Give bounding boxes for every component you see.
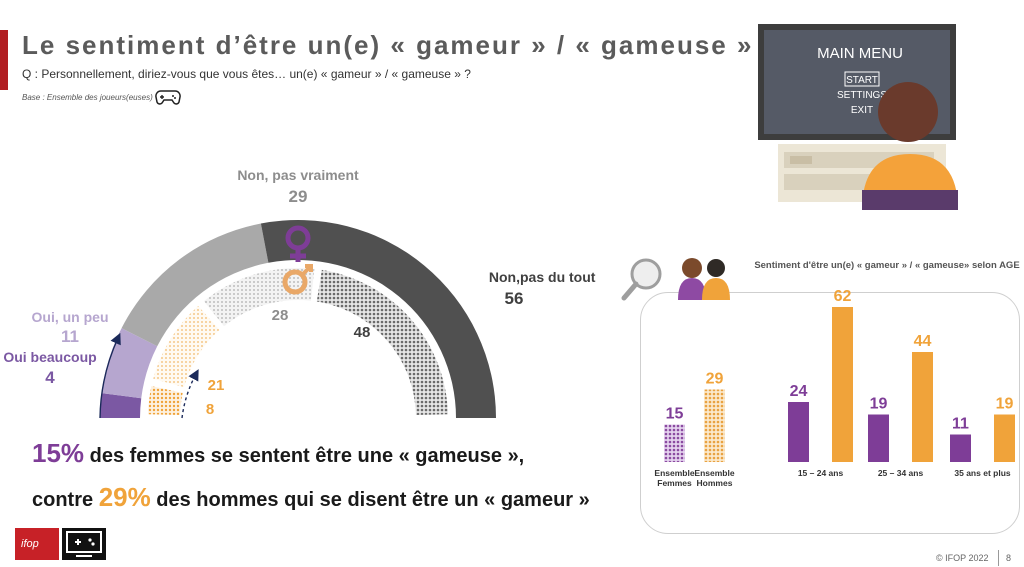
bar-4-0 [950, 434, 971, 462]
copyright: © IFOP 2022 [936, 553, 989, 563]
page-number: 8 [1006, 553, 1012, 563]
male-segment-1 [153, 306, 220, 388]
age-chart-panel [640, 292, 1020, 534]
summary-male-text: des hommes qui se disent être un « gameu… [150, 489, 590, 511]
console-logo-icon [62, 528, 106, 560]
label-cat-2: Non, pas vraiment [237, 167, 359, 183]
ifop-logo-text: ifop [21, 538, 39, 550]
bar-value-1-0: 29 [706, 371, 724, 388]
title-accent-bar [0, 30, 8, 90]
ifop-logo: ifop [15, 528, 59, 560]
bar-label-2-0: 15 – 24 ans [798, 468, 844, 478]
outer-ring-female [100, 220, 496, 418]
bar-1-0 [704, 389, 725, 462]
outer-arrow [99, 332, 121, 419]
inner-arrow [181, 369, 199, 419]
bar-label-0-1: Femmes [657, 478, 692, 488]
bar-0-0 [664, 424, 685, 462]
footer-separator [998, 550, 999, 566]
base-text: Base : Ensemble des joueurs(euses) [22, 93, 153, 102]
bar-label-3-0: 25 – 34 ans [878, 468, 924, 478]
label-cat-0: Oui beaucoup [3, 349, 96, 365]
bar-value-0-0: 15 [666, 406, 684, 423]
bar-value-3-0: 19 [870, 396, 888, 413]
value-female-0: 4 [45, 368, 55, 387]
value-female-3: 56 [505, 289, 524, 308]
label-cat-3-a: Non, [489, 269, 520, 285]
bar-4-1 [994, 414, 1015, 462]
value-female-2: 29 [289, 187, 308, 206]
gauge-chart: Non, pas vraiment 29 Non, pas du tout 56 Oui… [3, 167, 596, 419]
summary-male-prefix: contre [32, 489, 99, 511]
bar-3-0 [868, 414, 889, 462]
bar-value-2-0: 24 [790, 383, 808, 400]
summary-female-pct: 15% [32, 438, 85, 468]
female-segment-3 [260, 220, 496, 418]
svg-text:EXIT: EXIT [851, 105, 873, 116]
magnifier-icon [621, 258, 730, 301]
bar-label-0-0: Ensemble [654, 468, 694, 478]
bar-value-4-1: 19 [996, 396, 1014, 413]
bar-value-4-0: 11 [952, 416, 969, 433]
bar-3-1 [912, 352, 933, 462]
bar-label-4-0: 35 ans et plus [954, 468, 1010, 478]
value-female-1: 11 [61, 327, 79, 346]
male-symbol-icon [282, 264, 313, 295]
summary-male-pct: 29% [98, 482, 151, 512]
svg-text:SETTINGS: SETTINGS [837, 90, 887, 101]
svg-text:MAIN MENU: MAIN MENU [817, 45, 903, 62]
bar-chart-title: Sentiment d'être un(e) « gameur » / « ga… [754, 260, 1020, 271]
bar-2-1 [832, 307, 853, 462]
female-symbol-icon [285, 225, 311, 262]
female-segment-0 [100, 393, 142, 418]
bar-label-1-0: Ensemble [694, 468, 734, 478]
summary-male: contre 29% des hommes qui se disent être… [32, 482, 590, 513]
question-text: Q : Personnellement, diriez-vous que vou… [22, 67, 471, 81]
label-cat-1: Oui, un peu [32, 309, 109, 325]
label-cat-3-b: pas du tout [520, 269, 596, 285]
value-male-0: 8 [206, 401, 214, 418]
female-segment-1 [101, 328, 158, 399]
svg-text:START: START [846, 75, 878, 86]
gamepad-icon [155, 90, 181, 105]
page-title: Le sentiment d’être un(e) « gameur » / «… [22, 30, 754, 60]
male-segment-0 [148, 386, 183, 416]
bar-label-1-1: Hommes [697, 478, 733, 488]
bar-2-0 [788, 402, 809, 462]
summary-female: 15% des femmes se sentent être une « gam… [32, 438, 524, 469]
value-male-2: 28 [272, 307, 289, 324]
bar-value-2-1: 62 [834, 288, 852, 305]
value-male-1: 21 [208, 377, 225, 394]
male-segment-3 [316, 269, 448, 416]
gamer-illustration: MAIN MENU START SETTINGS EXIT [758, 24, 958, 210]
bar-value-3-1: 44 [914, 333, 932, 350]
female-segment-2 [121, 223, 269, 347]
summary-female-text: des femmes se sentent être une « gameuse… [84, 445, 525, 467]
value-male-3: 48 [354, 324, 371, 341]
